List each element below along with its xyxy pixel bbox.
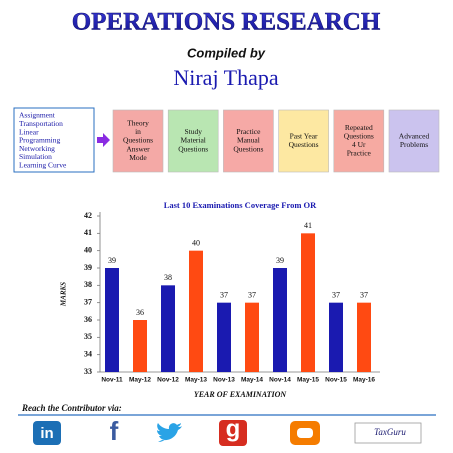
y-tick-label: 34 — [84, 349, 92, 358]
x-tick-label: May-16 — [353, 377, 375, 384]
footer-text: Reach the Contributor via: — [21, 403, 122, 413]
topic: Programming — [19, 136, 60, 145]
step-box — [333, 109, 385, 173]
data-label: 37 — [360, 290, 368, 299]
y-tick-label: 39 — [84, 263, 92, 272]
step-text: Material — [180, 136, 205, 145]
topic: Transportation — [19, 119, 63, 128]
taxguru-icon[interactable] — [354, 422, 422, 444]
facebook-label: f — [110, 416, 119, 446]
bar — [189, 250, 203, 372]
compiled-by: Compiled by — [187, 45, 266, 60]
y-tick-label: 42 — [84, 211, 92, 220]
step-text: Mode — [129, 153, 147, 162]
bar — [161, 285, 175, 372]
y-tick-label: 41 — [84, 228, 92, 237]
x-tick-label: Nov-14 — [269, 377, 291, 384]
data-label: 37 — [248, 290, 256, 299]
topic: Linear — [19, 127, 39, 136]
x-tick-label: Nov-13 — [213, 377, 235, 384]
steps: TheoryinQuestionsAnswerModeStudyMaterial… — [112, 109, 440, 173]
google-icon[interactable] — [219, 420, 247, 446]
step-text: Theory — [127, 119, 149, 128]
step-text: Questions — [233, 144, 263, 153]
x-tick-label: Nov-15 — [325, 377, 347, 384]
y-tick-label: 36 — [84, 315, 92, 324]
taxguru-label: TaxGuru — [374, 427, 406, 437]
step-text: Answer — [126, 144, 150, 153]
linkedin-label: in — [40, 425, 53, 442]
y-tick-label: 40 — [84, 245, 92, 254]
y-axis-label: MARKS — [60, 282, 68, 307]
step-text: Past Year — [290, 131, 318, 140]
topics-box — [13, 107, 95, 173]
bar — [133, 320, 147, 372]
x-tick-label: Nov-11 — [101, 377, 123, 384]
twitter-icon[interactable] — [157, 423, 182, 442]
step-text: Practice — [347, 149, 372, 158]
step-box — [388, 109, 440, 173]
bar — [105, 268, 119, 372]
y-tick-label: 33 — [84, 367, 92, 376]
step-box — [167, 109, 219, 173]
bar — [273, 268, 287, 372]
x-tick-label: May-12 — [129, 377, 151, 384]
x-tick-label: May-14 — [241, 377, 263, 384]
step-text: Study — [184, 127, 202, 136]
data-label: 37 — [220, 290, 228, 299]
x-tick-label: May-13 — [185, 377, 207, 384]
step-text: Problems — [400, 140, 428, 149]
data-label: 37 — [332, 290, 340, 299]
step-text: Repeated — [345, 123, 373, 132]
step-text: Advanced — [399, 131, 430, 140]
bar — [217, 302, 231, 372]
topic: Simulation — [19, 152, 52, 161]
step-text: Questions — [289, 140, 319, 149]
topic: Networking — [19, 144, 55, 153]
x-tick-label: Nov-12 — [157, 377, 179, 384]
topic: Learning Curve — [19, 161, 67, 170]
data-label: 39 — [108, 256, 116, 265]
step-box — [223, 109, 274, 173]
data-label: 41 — [304, 221, 312, 230]
bar — [301, 233, 315, 372]
step-text: Practice — [236, 127, 261, 136]
topics: AssignmentTransportationLinearProgrammin… — [19, 111, 67, 170]
step-text: 4 Ur — [352, 140, 366, 149]
step-text: Questions — [123, 136, 153, 145]
chart: Last 10 Examinations Coverage From OR MA… — [60, 200, 380, 399]
x-axis-label: YEAR OF EXAMINATION — [194, 390, 288, 399]
step-box — [278, 109, 329, 173]
data-label: 39 — [276, 256, 284, 265]
bar — [357, 302, 371, 372]
data-label: 36 — [136, 308, 144, 317]
bar — [245, 302, 259, 372]
data-label: 38 — [164, 273, 172, 282]
x-tick-label: May-15 — [297, 377, 319, 384]
google-label: g — [226, 415, 241, 442]
title: OPERATIONS RESEARCH — [72, 9, 381, 36]
y-tick-label: 38 — [84, 280, 92, 289]
blogger-glyph — [297, 428, 313, 438]
arrow — [97, 133, 110, 147]
y-tick-label: 37 — [84, 297, 92, 306]
step-text: Manual — [237, 136, 260, 145]
step-text: Questions — [178, 144, 208, 153]
topic: Assignment — [19, 111, 56, 120]
step-text: Questions — [344, 131, 374, 140]
facebook-icon[interactable] — [101, 420, 127, 444]
step-text: in — [135, 127, 141, 136]
chart-title: Last 10 Examinations Coverage From OR — [164, 200, 317, 210]
linkedin-icon[interactable] — [33, 421, 61, 445]
author: Niraj Thapa — [173, 65, 279, 90]
step-box — [112, 109, 164, 173]
y-tick-label: 35 — [84, 332, 92, 341]
data-label: 40 — [192, 238, 200, 247]
bar — [329, 302, 343, 372]
